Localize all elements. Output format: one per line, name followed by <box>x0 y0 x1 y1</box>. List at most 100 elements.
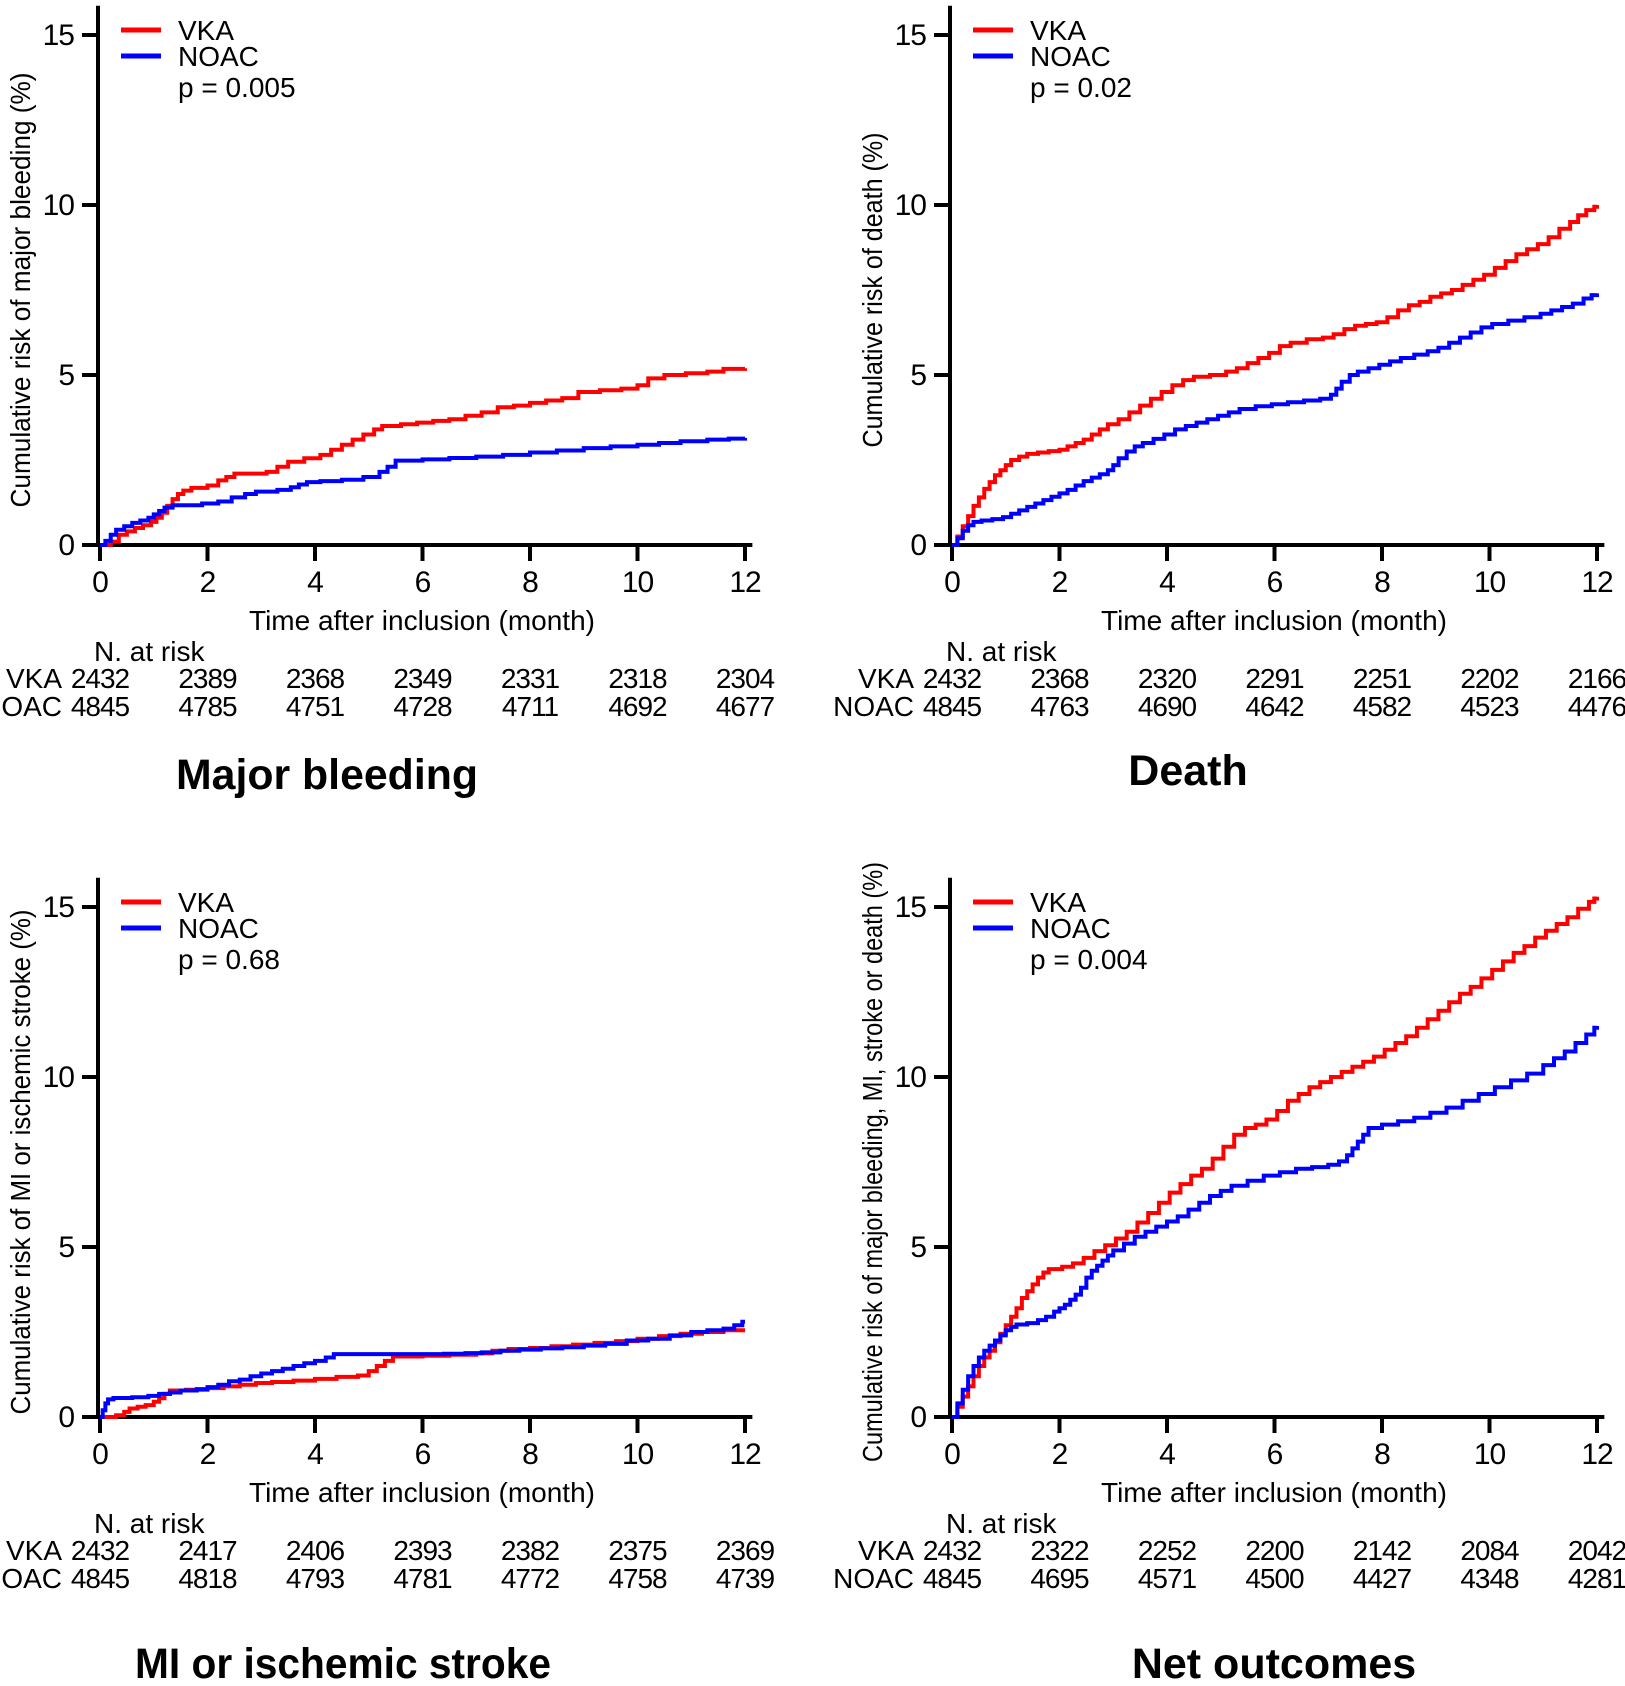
risk-count-vka: 2375 <box>608 1535 667 1566</box>
risk-count-vka: 2432 <box>923 663 982 694</box>
risk-count-noac: 4677 <box>716 691 775 722</box>
x-tick-label: 6 <box>415 566 431 599</box>
vka-legend-label: VKA <box>1030 15 1086 46</box>
y-axis-title: Cumulative risk of death (%) <box>857 133 888 448</box>
risk-count-noac: 4348 <box>1460 1563 1519 1594</box>
risk-table: 2432 2322 2252 2200 2142 2084 2042 4845 4695 4571… <box>923 1535 1625 1594</box>
risk-row-label-noac: NOAC <box>833 691 914 722</box>
vka-curve <box>100 1328 745 1419</box>
risk-count-vka: 2369 <box>716 1535 775 1566</box>
p-value: p = 0.68 <box>178 944 280 975</box>
risk-row-label-noac: NOAC <box>0 691 62 722</box>
risk-count-vka: 2200 <box>1245 1535 1304 1566</box>
y-tick-label: 5 <box>910 1231 926 1264</box>
n-at-risk-label: N. at risk <box>946 1508 1057 1539</box>
risk-row-label-vka: VKA <box>6 1535 62 1566</box>
x-tick-label: 2 <box>200 1438 216 1471</box>
risk-count-noac: 4500 <box>1245 1563 1304 1594</box>
x-tick-label: 12 <box>1581 566 1613 599</box>
x-tick-label: 0 <box>92 566 108 599</box>
vka-curve <box>100 366 747 547</box>
risk-count-vka: 2166 <box>1568 663 1625 694</box>
x-tick-label: 4 <box>307 566 323 599</box>
risk-count-noac: 4845 <box>923 1563 982 1594</box>
y-tick-label: 5 <box>58 359 74 392</box>
risk-count-vka: 2368 <box>1030 663 1089 694</box>
y-tick-label: 15 <box>43 19 75 52</box>
risk-count-noac: 4739 <box>716 1563 775 1594</box>
x-tick-label: 12 <box>1581 1438 1613 1471</box>
n-at-risk-label: N. at risk <box>94 636 205 667</box>
y-tick-label: 15 <box>43 891 75 924</box>
curves <box>100 1319 745 1419</box>
risk-count-vka: 2331 <box>501 663 560 694</box>
noac-legend-label: NOAC <box>178 913 259 944</box>
risk-count-noac: 4711 <box>502 691 559 722</box>
noac-legend-label: NOAC <box>178 41 259 72</box>
p-value: p = 0.005 <box>178 72 296 103</box>
risk-row-label-noac: NOAC <box>833 1563 914 1594</box>
y-tick-label: 10 <box>43 1061 75 1094</box>
x-tick-label: 10 <box>622 566 654 599</box>
risk-count-vka: 2432 <box>923 1535 982 1566</box>
risk-count-noac: 4692 <box>608 691 667 722</box>
x-tick-label: 6 <box>1267 1438 1283 1471</box>
risk-count-noac: 4785 <box>178 691 237 722</box>
risk-count-vka: 2417 <box>178 1535 237 1566</box>
risk-row-label-vka: VKA <box>858 1535 914 1566</box>
y-tick-label: 5 <box>910 359 926 392</box>
y-axis-title: Cumulative risk of major bleeding (%) <box>5 73 36 508</box>
risk-count-vka: 2251 <box>1353 663 1412 694</box>
y-tick-label: 0 <box>58 529 74 562</box>
curves <box>100 366 747 547</box>
risk-count-vka: 2349 <box>393 663 452 694</box>
risk-count-vka: 2320 <box>1138 663 1197 694</box>
risk-row-label-noac: NOAC <box>0 1563 62 1594</box>
x-axis-title: Time after inclusion (month) <box>1101 605 1447 636</box>
risk-count-noac: 4642 <box>1245 691 1304 722</box>
noac-curve <box>100 1319 745 1419</box>
risk-count-noac: 4582 <box>1353 691 1412 722</box>
n-at-risk-label: N. at risk <box>946 636 1057 667</box>
p-value: p = 0.02 <box>1030 72 1132 103</box>
vka-curve <box>952 896 1599 1419</box>
risk-count-vka: 2318 <box>608 663 667 694</box>
risk-count-vka: 2382 <box>501 1535 560 1566</box>
risk-count-noac: 4695 <box>1030 1563 1089 1594</box>
vka-curve <box>952 204 1599 547</box>
y-tick-label: 0 <box>58 1401 74 1434</box>
panel-title: Death <box>1128 747 1247 795</box>
risk-table: 2432 2368 2320 2291 2251 2202 2166 4845 4763 4690… <box>923 663 1625 722</box>
risk-count-vka: 2142 <box>1353 1535 1412 1566</box>
x-tick-label: 8 <box>522 1438 538 1471</box>
risk-row-label-vka: VKA <box>6 663 62 694</box>
x-tick-label: 6 <box>1267 566 1283 599</box>
panel-death: Cumulative risk of death (%) VKA NOAC p … <box>833 5 1625 795</box>
x-tick-label: 0 <box>944 1438 960 1471</box>
risk-count-noac: 4845 <box>71 691 130 722</box>
curves <box>952 896 1599 1419</box>
risk-count-noac: 4571 <box>1138 1563 1197 1594</box>
risk-count-noac: 4818 <box>178 1563 237 1594</box>
y-axis-title: Cumulative risk of major bleeding, MI, s… <box>857 862 888 1462</box>
risk-count-noac: 4690 <box>1138 691 1197 722</box>
x-tick-label: 2 <box>200 566 216 599</box>
x-tick-label: 10 <box>1474 1438 1506 1471</box>
risk-count-vka: 2291 <box>1245 663 1304 694</box>
noac-legend-label: NOAC <box>1030 913 1111 944</box>
axes: 0 5 10 15 0 2 4 6 8 10 12 <box>43 5 762 599</box>
axes: 0 5 10 15 0 2 4 6 8 10 12 <box>895 877 1614 1471</box>
risk-count-noac: 4781 <box>393 1563 452 1594</box>
x-tick-label: 0 <box>92 1438 108 1471</box>
risk-count-noac: 4772 <box>501 1563 560 1594</box>
risk-count-noac: 4793 <box>286 1563 345 1594</box>
axes: 0 5 10 15 0 2 4 6 8 10 12 <box>895 5 1614 599</box>
x-tick-label: 8 <box>1374 1438 1390 1471</box>
n-at-risk-label: N. at risk <box>94 1508 205 1539</box>
x-tick-label: 8 <box>522 566 538 599</box>
curves <box>952 204 1599 547</box>
x-tick-label: 10 <box>622 1438 654 1471</box>
noac-curve <box>952 1025 1599 1419</box>
vka-legend-label: VKA <box>1030 887 1086 918</box>
risk-count-noac: 4728 <box>393 691 452 722</box>
